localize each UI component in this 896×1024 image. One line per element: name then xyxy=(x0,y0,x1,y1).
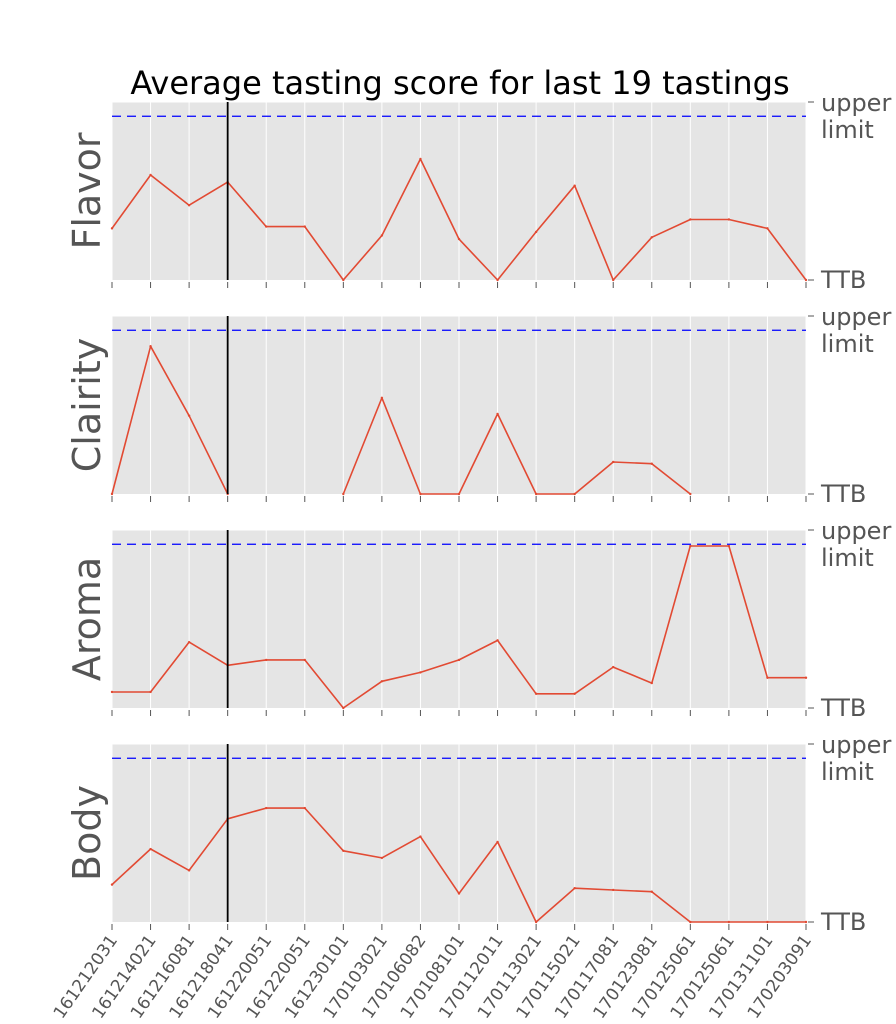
data-point xyxy=(804,920,808,924)
data-point xyxy=(727,544,731,548)
data-point xyxy=(534,920,538,924)
data-point xyxy=(342,278,345,282)
data-point xyxy=(265,225,268,228)
chart-panels: FlavorupperlimitTTBClairityupperlimitTTB… xyxy=(65,89,891,936)
data-point xyxy=(612,888,615,892)
data-point xyxy=(573,692,576,695)
series-line xyxy=(342,397,691,495)
data-point xyxy=(612,278,615,282)
data-point xyxy=(110,883,114,886)
data-point xyxy=(727,920,731,924)
data-point xyxy=(496,840,499,844)
data-point xyxy=(303,658,306,662)
data-point xyxy=(419,157,422,161)
data-point xyxy=(650,890,653,893)
data-point xyxy=(457,892,461,895)
data-point xyxy=(804,278,808,282)
data-point xyxy=(303,225,306,228)
data-point xyxy=(804,676,808,679)
data-point xyxy=(650,236,653,239)
x-tick-labels: 1612120311612140211612160811612180411612… xyxy=(50,931,816,1022)
data-point xyxy=(342,706,345,710)
data-point xyxy=(110,492,114,496)
data-point xyxy=(689,920,692,924)
data-point xyxy=(689,492,692,496)
data-point xyxy=(534,692,538,695)
ttb-label: TTB xyxy=(820,908,866,936)
data-point xyxy=(187,640,191,644)
data-point xyxy=(187,869,191,872)
data-point xyxy=(766,676,769,679)
data-point xyxy=(727,218,731,221)
upper-limit-label: upper xyxy=(821,731,891,759)
data-point xyxy=(419,835,422,838)
data-point xyxy=(419,492,422,496)
panel-label: Flavor xyxy=(65,132,109,249)
data-point xyxy=(612,460,615,464)
data-point xyxy=(496,639,499,642)
data-point xyxy=(573,184,576,187)
panel-label: Body xyxy=(65,785,109,881)
upper-limit-label: limit xyxy=(821,116,874,144)
data-point xyxy=(149,690,152,694)
upper-limit-label: upper xyxy=(821,517,891,545)
data-point xyxy=(457,492,461,496)
data-point xyxy=(110,690,114,694)
data-point xyxy=(265,806,268,810)
data-point xyxy=(689,544,692,548)
data-point xyxy=(650,681,653,685)
upper-limit-label: limit xyxy=(821,330,874,358)
upper-limit-label: limit xyxy=(821,544,874,572)
data-point xyxy=(766,227,769,230)
data-point xyxy=(342,849,345,852)
data-point xyxy=(303,806,306,810)
upper-limit-label: upper xyxy=(821,303,891,331)
data-point xyxy=(419,671,422,674)
ttb-label: TTB xyxy=(820,266,866,294)
series-line xyxy=(111,345,229,495)
data-point xyxy=(573,492,576,496)
data-point xyxy=(650,462,653,465)
data-point xyxy=(766,920,769,924)
upper-limit-label: upper xyxy=(821,89,891,117)
data-point xyxy=(457,658,461,662)
data-point xyxy=(380,396,384,400)
data-point xyxy=(534,230,538,234)
data-point xyxy=(110,227,114,230)
data-point xyxy=(187,204,191,207)
data-point xyxy=(380,856,384,860)
data-point xyxy=(149,173,152,177)
data-point xyxy=(149,345,152,348)
data-point xyxy=(573,886,576,890)
data-point xyxy=(457,237,461,241)
data-point xyxy=(187,414,191,417)
panel-label: Aroma xyxy=(65,557,109,681)
data-point xyxy=(689,218,692,221)
data-point xyxy=(265,658,268,662)
ttb-label: TTB xyxy=(820,694,866,722)
data-point xyxy=(380,234,384,237)
data-point xyxy=(342,492,345,496)
data-point xyxy=(496,278,499,282)
data-point xyxy=(534,492,538,496)
ttb-label: TTB xyxy=(820,480,866,508)
data-point xyxy=(612,665,615,669)
data-point xyxy=(380,680,384,683)
upper-limit-label: limit xyxy=(821,758,874,786)
data-point xyxy=(149,847,152,851)
panel-label: Clairity xyxy=(65,338,109,473)
chart-title: Average tasting score for last 19 tastin… xyxy=(130,64,789,102)
data-point xyxy=(496,412,499,416)
